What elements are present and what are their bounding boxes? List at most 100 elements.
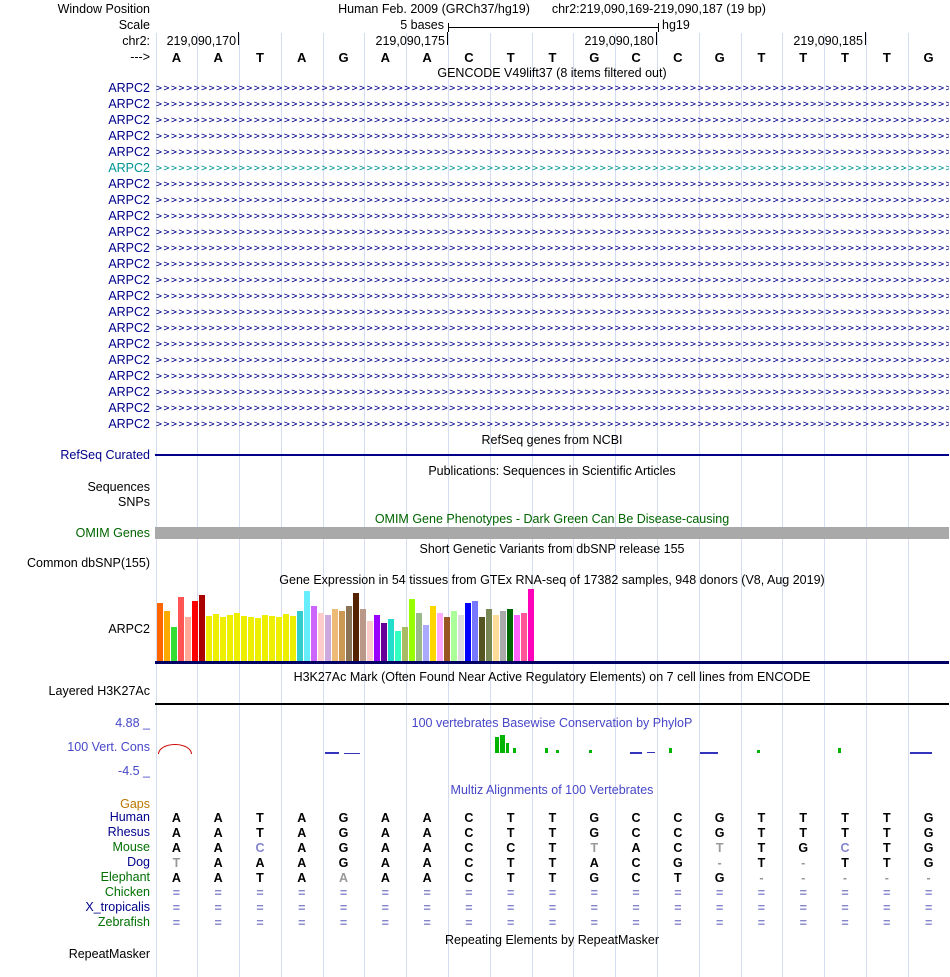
species-label[interactable]: Mouse bbox=[112, 840, 150, 854]
gtex-expression-bar[interactable] bbox=[213, 614, 219, 661]
gtex-expression-bar[interactable] bbox=[325, 615, 331, 661]
refseq-curated-label[interactable]: RefSeq Curated bbox=[60, 448, 150, 462]
gene-transcript-arrows[interactable]: >>>>>>>>>>>>>>>>>>>>>>>>>>>>>>>>>>>>>>>>… bbox=[156, 403, 949, 414]
gtex-expression-bar[interactable] bbox=[178, 597, 184, 661]
gene-transcript-label[interactable]: ARPC2 bbox=[108, 417, 150, 431]
gene-transcript-label[interactable]: ARPC2 bbox=[108, 401, 150, 415]
gtex-expression-bar[interactable] bbox=[318, 613, 324, 661]
gtex-expression-bar[interactable] bbox=[206, 616, 212, 661]
gtex-expression-bar[interactable] bbox=[507, 609, 513, 661]
gene-transcript-label[interactable]: ARPC2 bbox=[108, 257, 150, 271]
gene-transcript-label[interactable]: ARPC2 bbox=[108, 241, 150, 255]
gtex-expression-bar[interactable] bbox=[227, 615, 233, 661]
gtex-expression-bar[interactable] bbox=[388, 619, 394, 661]
gene-transcript-arrows[interactable]: >>>>>>>>>>>>>>>>>>>>>>>>>>>>>>>>>>>>>>>>… bbox=[156, 243, 949, 254]
gtex-expression-bar[interactable] bbox=[262, 615, 268, 661]
gtex-expression-bar[interactable] bbox=[339, 611, 345, 661]
gtex-expression-bar[interactable] bbox=[367, 621, 373, 661]
species-label[interactable]: Chicken bbox=[104, 885, 150, 899]
gene-transcript-label[interactable]: ARPC2 bbox=[108, 273, 150, 287]
gtex-expression-bar[interactable] bbox=[192, 601, 198, 661]
gtex-expression-bar[interactable] bbox=[528, 589, 534, 661]
gene-transcript-arrows[interactable]: >>>>>>>>>>>>>>>>>>>>>>>>>>>>>>>>>>>>>>>>… bbox=[156, 131, 949, 142]
gtex-expression-bar[interactable] bbox=[451, 611, 457, 661]
gene-transcript-arrows[interactable]: >>>>>>>>>>>>>>>>>>>>>>>>>>>>>>>>>>>>>>>>… bbox=[156, 99, 949, 110]
gene-transcript-arrows[interactable]: >>>>>>>>>>>>>>>>>>>>>>>>>>>>>>>>>>>>>>>>… bbox=[156, 115, 949, 126]
gene-transcript-label[interactable]: ARPC2 bbox=[108, 369, 150, 383]
species-label[interactable]: Zebrafish bbox=[97, 915, 150, 929]
gtex-expression-bar[interactable] bbox=[381, 623, 387, 661]
gtex-expression-bar[interactable] bbox=[332, 609, 338, 661]
gtex-expression-bar[interactable] bbox=[220, 617, 226, 661]
gene-transcript-arrows[interactable]: >>>>>>>>>>>>>>>>>>>>>>>>>>>>>>>>>>>>>>>>… bbox=[156, 419, 949, 430]
refseq-gene-line[interactable] bbox=[155, 454, 949, 456]
gtex-expression-bar[interactable] bbox=[346, 606, 352, 661]
repeatmasker-track-label[interactable]: RepeatMasker bbox=[68, 947, 150, 961]
gtex-expression-bar[interactable] bbox=[437, 613, 443, 661]
gene-transcript-label[interactable]: ARPC2 bbox=[108, 161, 150, 175]
gene-transcript-label[interactable]: ARPC2 bbox=[108, 209, 150, 223]
gtex-expression-bar[interactable] bbox=[255, 618, 261, 661]
gene-transcript-arrows[interactable]: >>>>>>>>>>>>>>>>>>>>>>>>>>>>>>>>>>>>>>>>… bbox=[156, 371, 949, 382]
gene-transcript-arrows[interactable]: >>>>>>>>>>>>>>>>>>>>>>>>>>>>>>>>>>>>>>>>… bbox=[156, 323, 949, 334]
gtex-expression-bar[interactable] bbox=[472, 601, 478, 661]
gene-transcript-arrows[interactable]: >>>>>>>>>>>>>>>>>>>>>>>>>>>>>>>>>>>>>>>>… bbox=[156, 227, 949, 238]
gene-transcript-arrows[interactable]: >>>>>>>>>>>>>>>>>>>>>>>>>>>>>>>>>>>>>>>>… bbox=[156, 355, 949, 366]
gene-transcript-arrows[interactable]: >>>>>>>>>>>>>>>>>>>>>>>>>>>>>>>>>>>>>>>>… bbox=[156, 291, 949, 302]
gtex-expression-bar[interactable] bbox=[353, 593, 359, 661]
h3k27ac-signal-line[interactable] bbox=[155, 703, 949, 705]
gene-transcript-label[interactable]: ARPC2 bbox=[108, 81, 150, 95]
dbsnp-track-label[interactable]: Common dbSNP(155) bbox=[27, 556, 150, 570]
gene-transcript-label[interactable]: ARPC2 bbox=[108, 353, 150, 367]
species-label[interactable]: Dog bbox=[127, 855, 150, 869]
gene-transcript-label[interactable]: ARPC2 bbox=[108, 305, 150, 319]
phylop-track-label[interactable]: 100 Vert. Cons bbox=[67, 740, 150, 754]
gtex-expression-bar[interactable] bbox=[269, 616, 275, 661]
sequences-track-label[interactable]: Sequences bbox=[87, 480, 150, 494]
gene-transcript-arrows[interactable]: >>>>>>>>>>>>>>>>>>>>>>>>>>>>>>>>>>>>>>>>… bbox=[156, 147, 949, 158]
gtex-expression-bar[interactable] bbox=[290, 616, 296, 661]
gene-transcript-arrows[interactable]: >>>>>>>>>>>>>>>>>>>>>>>>>>>>>>>>>>>>>>>>… bbox=[156, 339, 949, 350]
gene-transcript-arrows[interactable]: >>>>>>>>>>>>>>>>>>>>>>>>>>>>>>>>>>>>>>>>… bbox=[156, 163, 949, 174]
gtex-expression-bar[interactable] bbox=[164, 611, 170, 661]
gene-transcript-label[interactable]: ARPC2 bbox=[108, 113, 150, 127]
gtex-expression-bar[interactable] bbox=[465, 603, 471, 661]
omim-gene-bar[interactable] bbox=[155, 527, 949, 539]
gtex-expression-bar[interactable] bbox=[479, 617, 485, 661]
gtex-expression-bar[interactable] bbox=[171, 627, 177, 661]
gtex-expression-bar[interactable] bbox=[458, 615, 464, 661]
gtex-expression-bar[interactable] bbox=[234, 613, 240, 661]
gtex-expression-bar[interactable] bbox=[444, 617, 450, 661]
gtex-expression-bar[interactable] bbox=[493, 615, 499, 661]
gtex-expression-bar[interactable] bbox=[157, 603, 163, 661]
gene-transcript-label[interactable]: ARPC2 bbox=[108, 145, 150, 159]
gtex-expression-bar[interactable] bbox=[360, 609, 366, 661]
gtex-expression-bar[interactable] bbox=[297, 611, 303, 661]
gtex-expression-bar[interactable] bbox=[416, 613, 422, 661]
gtex-expression-bar[interactable] bbox=[185, 617, 191, 661]
gtex-expression-bar[interactable] bbox=[374, 615, 380, 661]
gtex-expression-bar[interactable] bbox=[241, 616, 247, 661]
species-label[interactable]: Human bbox=[109, 810, 150, 824]
h3k27ac-track-label[interactable]: Layered H3K27Ac bbox=[48, 684, 150, 698]
gtex-expression-bar[interactable] bbox=[283, 614, 289, 661]
gene-transcript-label[interactable]: ARPC2 bbox=[108, 225, 150, 239]
gtex-expression-bar[interactable] bbox=[430, 606, 436, 661]
gene-transcript-label[interactable]: ARPC2 bbox=[108, 193, 150, 207]
gtex-expression-bar[interactable] bbox=[486, 609, 492, 661]
gtex-expression-bar[interactable] bbox=[248, 617, 254, 661]
gene-transcript-label[interactable]: ARPC2 bbox=[108, 385, 150, 399]
species-label[interactable]: X_tropicalis bbox=[85, 900, 150, 914]
gtex-expression-bar[interactable] bbox=[402, 627, 408, 661]
species-label[interactable]: Elephant bbox=[100, 870, 150, 884]
gene-transcript-arrows[interactable]: >>>>>>>>>>>>>>>>>>>>>>>>>>>>>>>>>>>>>>>>… bbox=[156, 211, 949, 222]
gtex-expression-bar[interactable] bbox=[409, 599, 415, 661]
gene-transcript-arrows[interactable]: >>>>>>>>>>>>>>>>>>>>>>>>>>>>>>>>>>>>>>>>… bbox=[156, 387, 949, 398]
gene-transcript-label[interactable]: ARPC2 bbox=[108, 337, 150, 351]
gtex-expression-bar[interactable] bbox=[395, 631, 401, 661]
gene-transcript-label[interactable]: ARPC2 bbox=[108, 289, 150, 303]
gtex-expression-bar[interactable] bbox=[423, 625, 429, 661]
gaps-track-label[interactable]: Gaps bbox=[120, 797, 150, 811]
gtex-expression-bar[interactable] bbox=[199, 595, 205, 661]
gene-transcript-arrows[interactable]: >>>>>>>>>>>>>>>>>>>>>>>>>>>>>>>>>>>>>>>>… bbox=[156, 307, 949, 318]
